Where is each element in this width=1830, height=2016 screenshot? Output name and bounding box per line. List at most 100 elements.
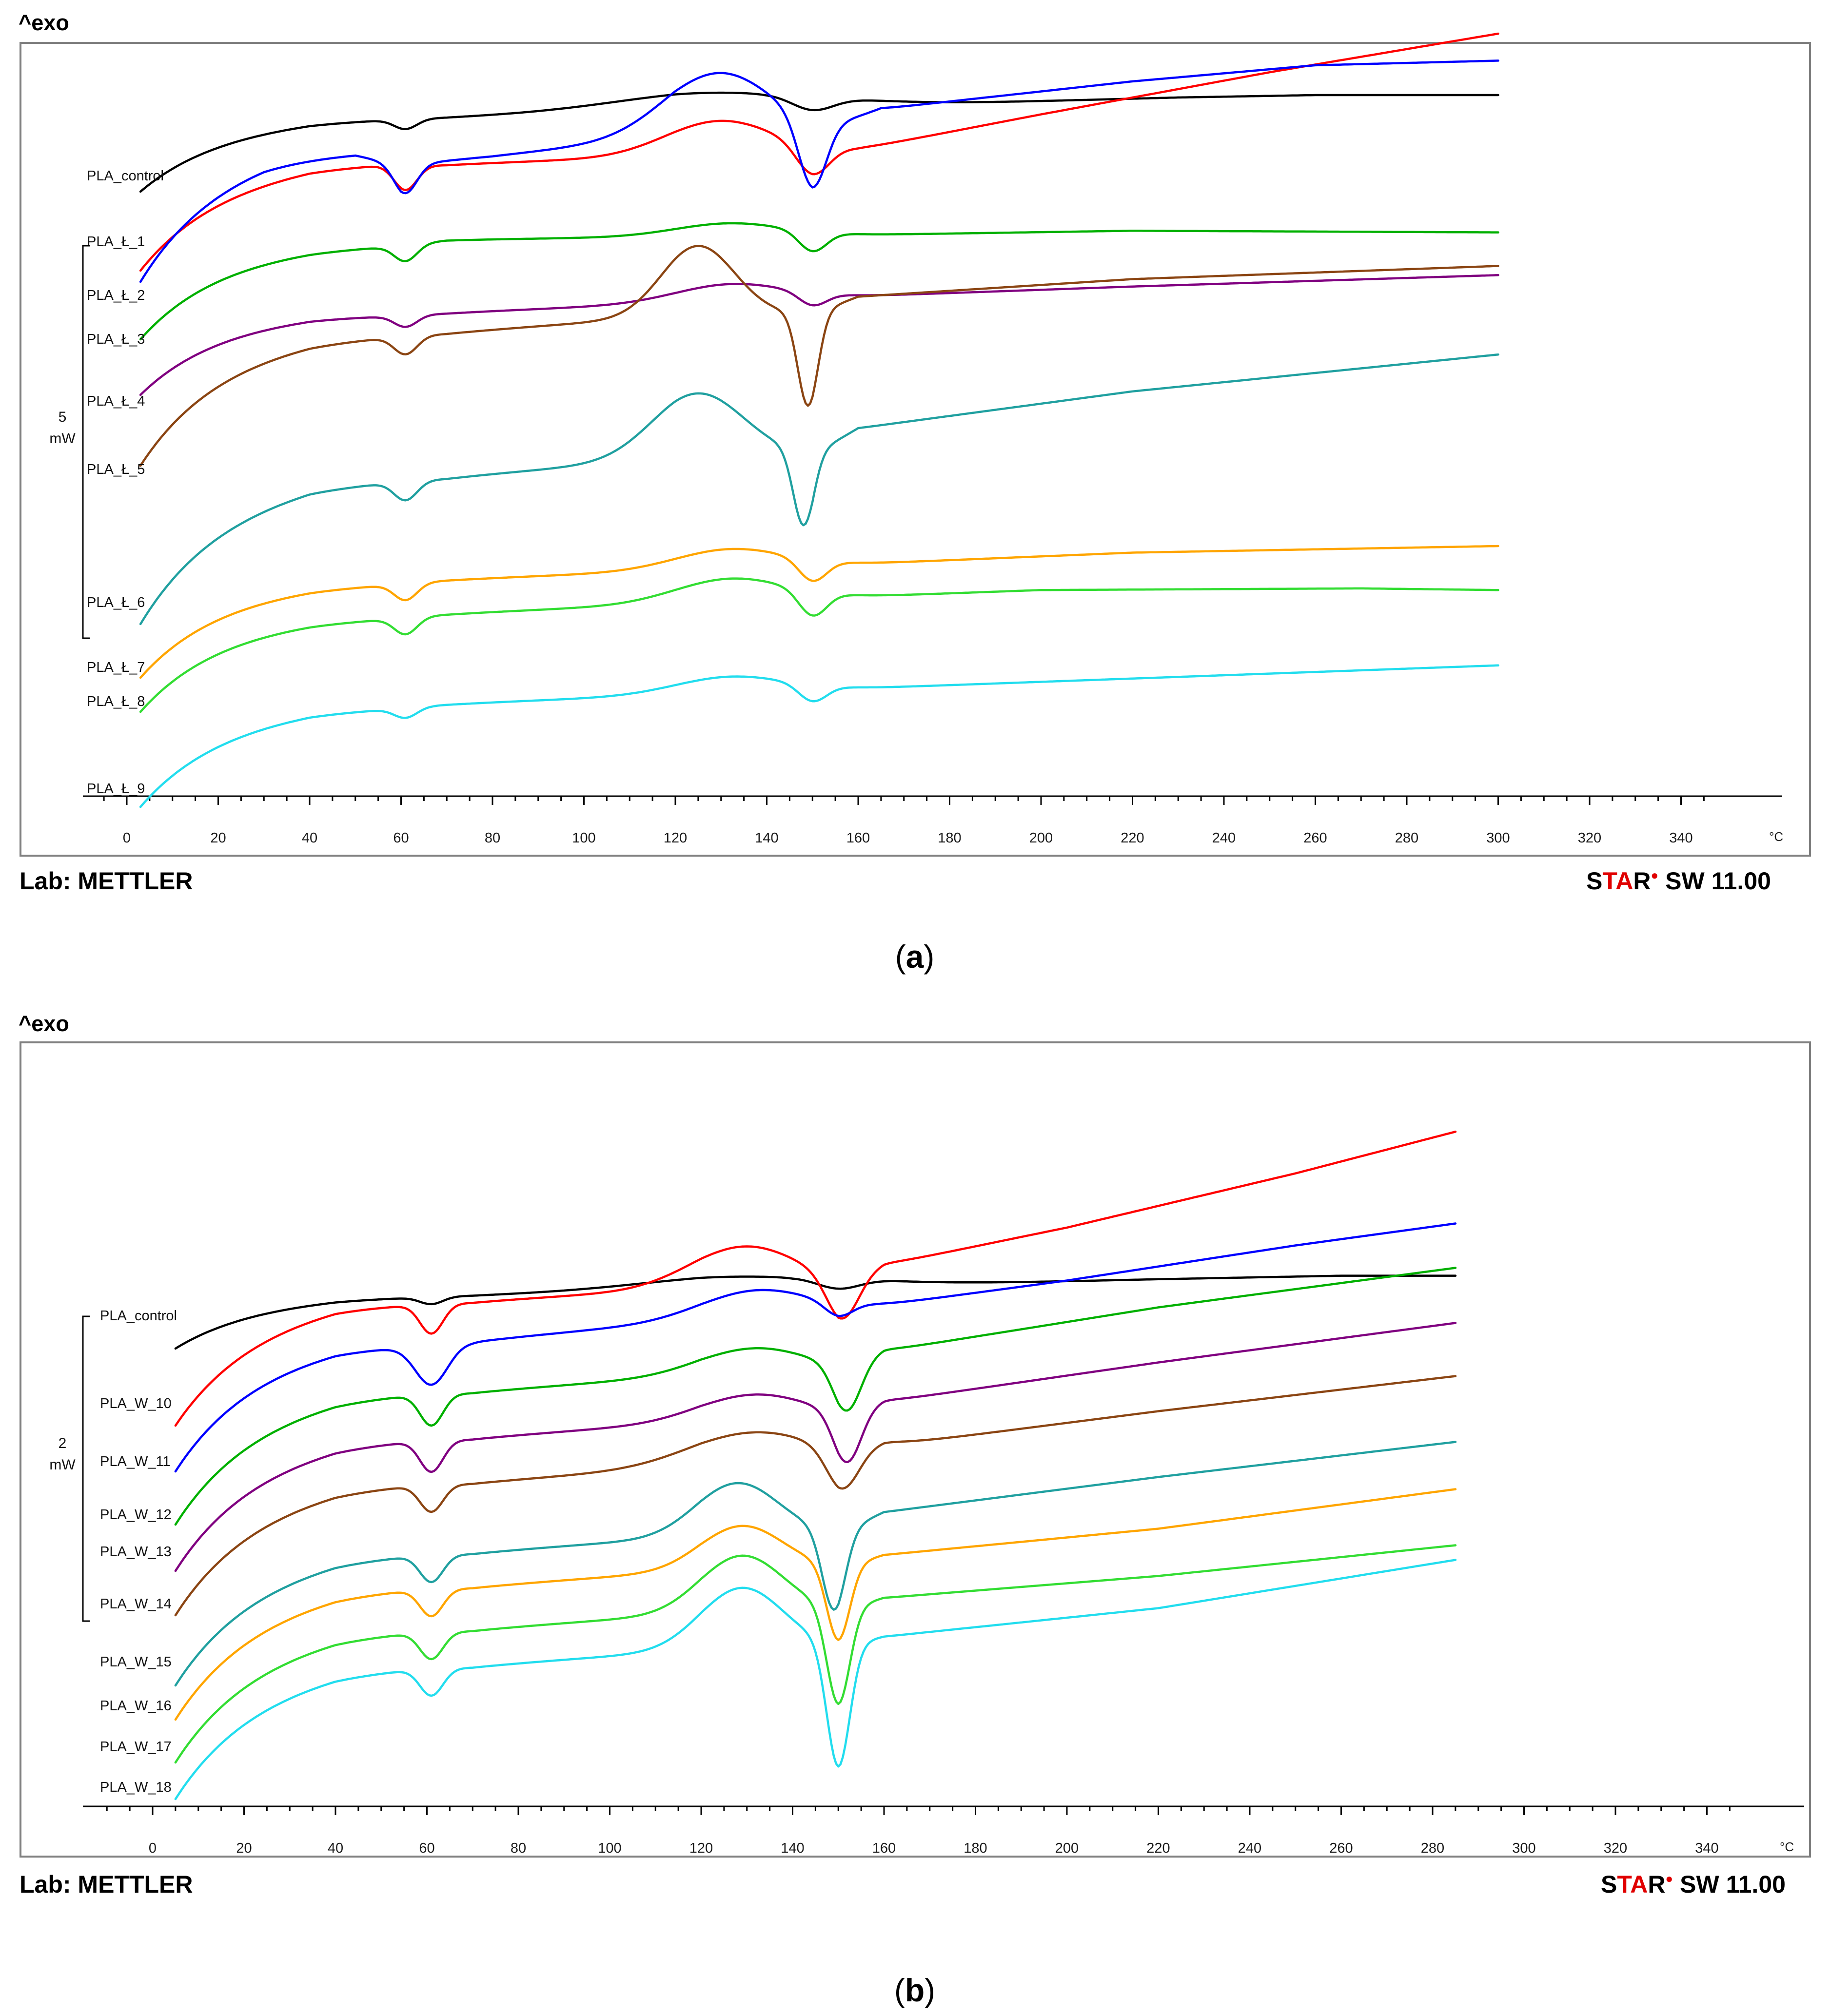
- lab-footer-b: Lab: METTLER: [20, 1871, 193, 1898]
- panel-b: ^exo 0 20 40 60 80 100 120 140 160 180 200 220 240 26…: [19, 1011, 1811, 2008]
- x-tick-label: 60: [419, 1840, 434, 1856]
- scale-unit-b: mW: [49, 1457, 76, 1473]
- curve-pla-w-14: [174, 1375, 1457, 1617]
- x-unit-a: °C: [1769, 829, 1783, 844]
- curve-pla-control: [139, 91, 1499, 193]
- star-letter-ta: TA: [1602, 867, 1633, 895]
- x-tick-label: 280: [1395, 830, 1418, 846]
- curve-pla-w-10: [174, 1130, 1457, 1427]
- curve-pla-w-17: [174, 1544, 1457, 1764]
- curve-pla-3: [139, 222, 1499, 341]
- x-tick-label: 340: [1669, 830, 1692, 846]
- curve-pla-w-18: [174, 1559, 1457, 1801]
- star-logo-a: STAR● SW 11.00: [1586, 867, 1771, 895]
- curve-label: PLA_W_13: [100, 1544, 172, 1560]
- x-tick-label: 340: [1695, 1840, 1718, 1856]
- x-tick-label: 320: [1578, 830, 1601, 846]
- curve-label: PLA_Ł_4: [87, 393, 145, 409]
- curve-label: PLA_W_14: [100, 1596, 172, 1612]
- panel-label-a: (a): [895, 939, 935, 975]
- x-tick-label: 120: [689, 1840, 713, 1856]
- star-letter-s: S: [1601, 1871, 1617, 1898]
- x-ticks-a: 0 20 40 60 80 100 120 140 160 180 200 220 240 260 280 3…: [103, 796, 1705, 846]
- x-tick-label: 260: [1329, 1840, 1353, 1856]
- curve-label: PLA_Ł_1: [87, 234, 145, 250]
- curve-pla-w-12: [174, 1267, 1457, 1526]
- curve-label: PLA_W_15: [100, 1654, 172, 1670]
- star-letter-ta: TA: [1617, 1871, 1648, 1898]
- star-letter-s: S: [1586, 867, 1602, 895]
- curve-pla-w-16: [174, 1488, 1457, 1721]
- x-tick-label: 140: [755, 830, 778, 846]
- curve-pla-w-15: [174, 1441, 1457, 1687]
- x-tick-label: 300: [1486, 830, 1510, 846]
- star-logo-b: STAR● SW 11.00: [1601, 1871, 1786, 1898]
- curve-label: PLA_Ł_6: [87, 595, 145, 610]
- curve-pla-7: [139, 545, 1499, 679]
- x-tick-label: 160: [846, 830, 870, 846]
- x-tick-label: 20: [236, 1840, 252, 1856]
- curves-b: [174, 1130, 1457, 1801]
- scale-value-b: 2: [59, 1435, 67, 1451]
- x-tick-label: 200: [1055, 1840, 1079, 1856]
- curve-label: PLA_Ł_7: [87, 660, 145, 675]
- curve-pla-6: [139, 353, 1499, 626]
- plot-frame-a: [20, 42, 1811, 857]
- x-tick-label: 60: [393, 830, 409, 846]
- panel-a: ^exo 0 20 40 60 80 100 120 140 160 180 200 220 240 26…: [19, 10, 1811, 975]
- x-tick-label: 100: [598, 1840, 621, 1856]
- scale-bracket-a: [82, 245, 90, 639]
- curve-label: PLA_W_11: [100, 1454, 171, 1469]
- x-tick-label: 80: [485, 830, 500, 846]
- x-tick-label: 240: [1212, 830, 1236, 846]
- curve-label: PLA_Ł_2: [87, 288, 145, 303]
- scale-value-a: 5: [59, 409, 67, 425]
- x-tick-label: 220: [1121, 830, 1144, 846]
- x-tick-label: 20: [210, 830, 226, 846]
- x-tick-label: 140: [781, 1840, 804, 1856]
- curve-label: PLA_Ł_9: [87, 781, 145, 797]
- curve-pla-9: [139, 664, 1499, 808]
- curve-label: PLA_W_10: [100, 1396, 172, 1411]
- x-tick-label: 220: [1146, 1840, 1170, 1856]
- x-unit-b: °C: [1780, 1840, 1794, 1854]
- curve-pla-1: [139, 32, 1499, 272]
- curve-labels-b: PLA_control PLA_W_10 PLA_W_11 PLA_W_12 PLA_W…: [100, 1308, 177, 1795]
- scale-unit-a: mW: [49, 431, 76, 447]
- x-ticks-b: 0 20 40 60 80 100 120 140 160 180 200 220 240 260 280 3…: [106, 1806, 1731, 1856]
- x-tick-label: 300: [1512, 1840, 1535, 1856]
- curve-labels-a: PLA_control PLA_Ł_1 PLA_Ł_2 PLA_Ł_3 PLA_Ł_4 P…: [87, 168, 164, 797]
- x-tick-label: 200: [1029, 830, 1053, 846]
- curve-pla-w-13: [174, 1322, 1457, 1572]
- x-tick-label: 280: [1421, 1840, 1444, 1856]
- curve-label: PLA_Ł_8: [87, 694, 145, 709]
- curve-label: PLA_W_17: [100, 1739, 172, 1755]
- curve-label: PLA_control: [87, 168, 164, 184]
- x-tick-label: 120: [664, 830, 687, 846]
- curve-label: PLA_Ł_3: [87, 332, 145, 347]
- curve-label: PLA_Ł_5: [87, 462, 145, 477]
- panel-label-b: (b): [894, 1972, 935, 2008]
- exo-label-a: ^exo: [19, 10, 69, 35]
- lab-footer-a: Lab: METTLER: [20, 867, 193, 895]
- x-tick-label: 40: [302, 830, 317, 846]
- star-letter-r: R: [1648, 1871, 1665, 1898]
- x-tick-label: 240: [1238, 1840, 1261, 1856]
- x-tick-label: 180: [938, 830, 961, 846]
- curve-pla-control: [174, 1274, 1457, 1350]
- x-tick-label: 40: [328, 1840, 343, 1856]
- curve-label: PLA_W_18: [100, 1780, 172, 1795]
- x-tick-label: 0: [123, 830, 131, 846]
- x-tick-label: 260: [1303, 830, 1327, 846]
- x-tick-label: 160: [872, 1840, 896, 1856]
- curve-pla-w-11: [174, 1222, 1457, 1473]
- curve-pla-2: [139, 59, 1499, 283]
- software-version-a: SW 11.00: [1665, 867, 1771, 895]
- x-tick-label: 0: [149, 1840, 157, 1856]
- x-tick-label: 320: [1604, 1840, 1627, 1856]
- x-tick-label: 80: [511, 1840, 526, 1856]
- curve-pla-5: [139, 245, 1499, 467]
- star-dot: ●: [1651, 868, 1658, 882]
- star-dot: ●: [1665, 1871, 1673, 1886]
